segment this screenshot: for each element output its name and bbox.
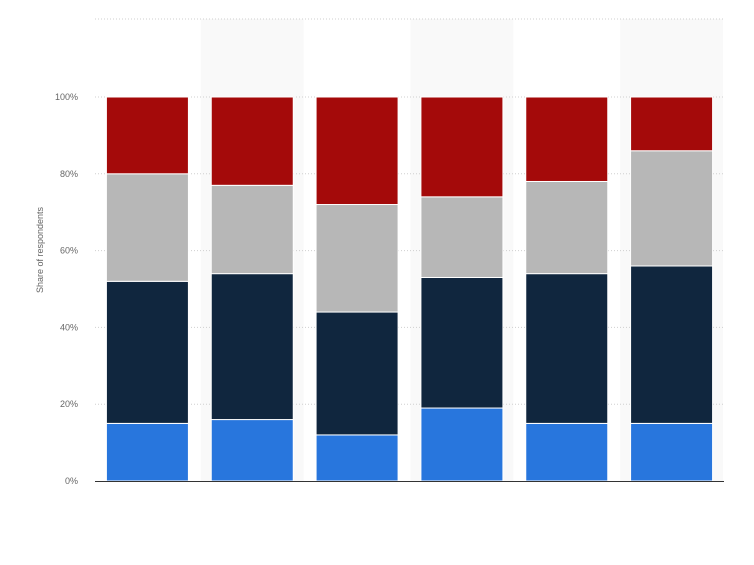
bar-segment[interactable] — [315, 96, 399, 206]
bar-segment[interactable] — [630, 150, 714, 267]
y-tick-label: 20% — [60, 399, 78, 409]
bar-segment[interactable] — [105, 422, 189, 482]
bar-segment[interactable] — [210, 184, 294, 275]
bar-segment[interactable] — [525, 422, 609, 482]
bar-segment[interactable] — [420, 196, 504, 278]
bar-segment[interactable] — [210, 273, 294, 421]
y-tick-label: 60% — [60, 246, 78, 256]
bar-segment[interactable] — [105, 96, 189, 175]
bar-segment[interactable] — [420, 407, 504, 482]
bar-segment[interactable] — [105, 280, 189, 424]
bar-segment[interactable] — [420, 96, 504, 198]
bar-segment[interactable] — [210, 419, 294, 482]
bar-segment[interactable] — [315, 204, 399, 313]
bar-segment[interactable] — [315, 434, 399, 482]
bars — [105, 96, 714, 482]
y-tick-label: 0% — [65, 476, 78, 486]
bar-segment[interactable] — [525, 96, 609, 182]
bar-segment[interactable] — [420, 276, 504, 409]
bar-segment[interactable] — [105, 173, 189, 282]
y-tick-label: 100% — [55, 92, 78, 102]
bar-segment[interactable] — [630, 265, 714, 424]
y-tick-label: 40% — [60, 322, 78, 332]
bar-segment[interactable] — [630, 96, 714, 152]
axes: 0% 20% 40% 60% 80% 100% — [55, 92, 724, 486]
bar-segment[interactable] — [525, 273, 609, 424]
bar-segment[interactable] — [525, 180, 609, 275]
bar-segment[interactable] — [210, 96, 294, 186]
bar-segment[interactable] — [630, 422, 714, 482]
bar-segment[interactable] — [315, 311, 399, 436]
y-tick-label: 80% — [60, 169, 78, 179]
y-axis-title: Share of respondents — [35, 206, 45, 293]
